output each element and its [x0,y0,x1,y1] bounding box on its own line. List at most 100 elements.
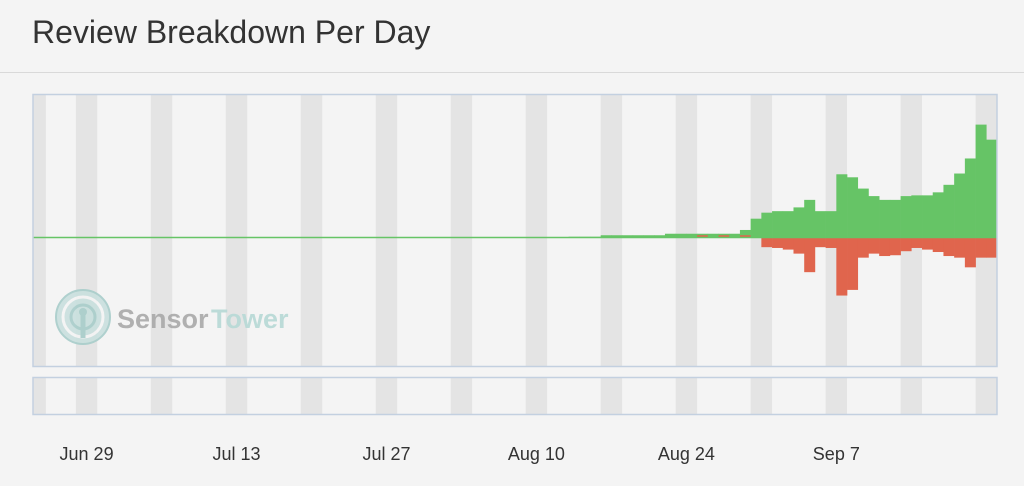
navigator-band [450,377,473,415]
negative-review-bar[interactable] [761,237,773,248]
x-tick-label: Aug 10 [508,444,565,464]
watermark-text-sensor: Sensor [117,304,209,334]
negative-review-bar[interactable] [825,237,837,248]
positive-review-bar[interactable] [739,229,751,238]
negative-review-bar[interactable] [943,237,955,257]
grid-band [375,94,398,367]
navigator-band [825,377,848,415]
x-tick-label: Aug 24 [658,444,715,464]
positive-review-bar[interactable] [729,233,741,238]
negative-review-bar[interactable] [697,235,709,238]
positive-review-bar[interactable] [750,218,762,238]
negative-review-bar[interactable] [739,235,751,238]
negative-review-bar[interactable] [954,237,966,258]
sensortower-watermark: Sensor Tower [55,289,289,345]
positive-review-bar[interactable] [782,211,794,238]
navigator-grid-bands [33,377,997,415]
positive-review-bar[interactable] [611,235,623,238]
negative-review-bar[interactable] [922,237,934,250]
range-navigator[interactable] [32,376,998,416]
positive-review-bar[interactable] [600,235,612,238]
positive-review-bar[interactable] [847,177,859,238]
positive-review-bar[interactable] [857,188,869,238]
x-axis-ticks: Jun 29 Jul 13 Jul 27 Aug 10 Aug 24 Sep 7 [60,444,860,464]
grid-band [600,94,623,367]
positive-review-bar[interactable] [954,173,966,238]
negative-review-bar[interactable] [911,237,923,248]
positive-review-bar[interactable] [804,199,816,238]
positive-review-bar[interactable] [836,174,848,238]
grid-band [33,94,46,367]
navigator-band [375,377,398,415]
positive-review-bar[interactable] [964,158,976,238]
positive-review-bar[interactable] [975,124,987,238]
positive-review-bar[interactable] [943,184,955,238]
negative-review-bar[interactable] [804,237,816,273]
x-tick-label: Jun 29 [60,444,114,464]
negative-review-bar[interactable] [793,237,805,254]
positive-review-bar[interactable] [772,211,784,238]
grid-band [225,94,248,367]
negative-review-bar[interactable] [772,237,784,248]
positive-review-bar[interactable] [632,235,644,238]
negative-review-bar[interactable] [868,237,880,254]
negative-review-bar[interactable] [718,235,730,238]
navigator-band [225,377,248,415]
negative-review-bar[interactable] [986,237,998,258]
watermark-text-tower: Tower [211,304,289,334]
positive-review-bar[interactable] [643,235,655,238]
page-title: Review Breakdown Per Day [32,14,431,50]
grid-band [675,94,698,367]
positive-review-bar[interactable] [664,233,676,238]
plot-bars [568,124,998,296]
navigator-band [75,377,98,415]
grid-band [450,94,473,367]
negative-review-bar[interactable] [847,237,859,290]
navigator-band [525,377,548,415]
negative-review-bar[interactable] [879,237,891,257]
positive-review-bar[interactable] [793,207,805,238]
positive-review-bar[interactable] [900,196,912,238]
positive-review-bar[interactable] [825,211,837,238]
navigator-band [600,377,623,415]
navigator-band [300,377,323,415]
x-tick-label: Jul 13 [212,444,260,464]
positive-review-bar[interactable] [922,195,934,238]
navigator-band [900,377,923,415]
negative-review-bar[interactable] [975,237,987,258]
negative-review-bar[interactable] [814,237,826,248]
negative-review-bar[interactable] [932,237,944,253]
positive-review-bar[interactable] [986,139,998,238]
positive-review-bar[interactable] [675,233,687,238]
positive-review-bar[interactable] [868,196,880,238]
sensortower-logo-icon [55,289,111,345]
positive-review-bar[interactable] [814,211,826,238]
navigator-band [750,377,773,415]
negative-review-bar[interactable] [782,237,794,250]
positive-review-bar[interactable] [707,233,719,238]
negative-review-bar[interactable] [857,237,869,258]
positive-review-bar[interactable] [622,235,634,238]
navigator-band [150,377,173,415]
negative-review-bar[interactable] [964,237,976,268]
negative-review-bar[interactable] [836,237,848,296]
grid-band [300,94,323,367]
positive-review-bar[interactable] [761,212,773,238]
title-divider [0,72,1024,73]
negative-review-bar[interactable] [900,237,912,252]
positive-review-bar[interactable] [686,233,698,238]
grid-band [525,94,548,367]
grid-band [150,94,173,367]
negative-review-bar[interactable] [889,237,901,256]
x-tick-label: Sep 7 [813,444,860,464]
navigator-band [675,377,698,415]
positive-review-bar[interactable] [911,195,923,238]
main-plot-frame [32,93,998,368]
positive-review-bar[interactable] [889,199,901,238]
navigator-band [33,377,46,415]
positive-review-bar[interactable] [654,235,666,238]
navigator-band [975,377,997,415]
positive-review-bar[interactable] [879,199,891,238]
positive-review-bar[interactable] [932,192,944,238]
